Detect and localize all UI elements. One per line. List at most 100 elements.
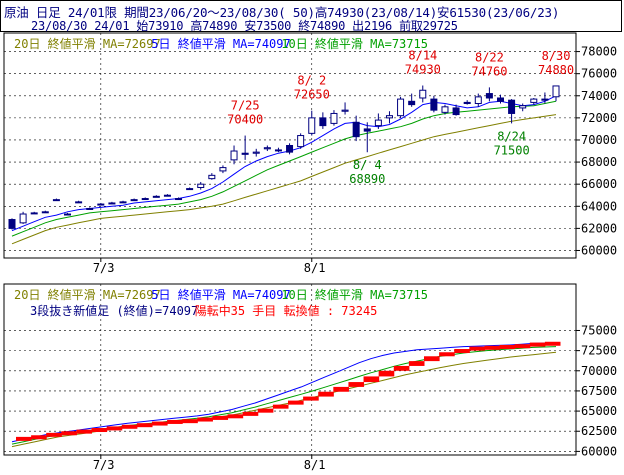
candle-body (474, 96, 482, 105)
header-panel: 原油 日足 24/01限 期間23/06/20～23/08/30( 50)高74… (0, 0, 622, 33)
candle-body (64, 213, 72, 216)
break-info-item: 陽転中 (195, 303, 231, 318)
candle-body (419, 89, 427, 99)
break-brick (393, 365, 410, 371)
candle-body (519, 105, 527, 109)
header-line-1: 原油 日足 24/01限 期間23/06/20～23/08/30( 50)高74… (4, 5, 560, 20)
candle-annotation: 8/ 2 (297, 74, 326, 88)
candle-body (41, 211, 49, 214)
candle-body (86, 207, 94, 210)
candle-ytick-label: 78000 (581, 45, 617, 59)
candle-body (341, 109, 349, 112)
break-xtick-label: 8/1 (304, 458, 326, 472)
candle-body (19, 213, 27, 224)
candle-ytick-label: 76000 (581, 67, 617, 81)
candle-annotation: 8/ 4 (353, 158, 382, 172)
candle-ytick-label: 60000 (581, 243, 617, 257)
break-plot-area (3, 283, 577, 456)
break-legend-item: 5日 終値平滑 MA=74097 (151, 287, 290, 302)
break-ytick-label: 67500 (581, 384, 617, 398)
candle-body (408, 100, 416, 106)
candle-annotation: 68890 (349, 172, 385, 186)
candle-body (374, 119, 382, 127)
candle-annotation: 72650 (294, 88, 330, 102)
break-brick (16, 436, 32, 441)
break-ytick-label: 72500 (581, 344, 617, 358)
candle-ytick-label: 66000 (581, 177, 617, 191)
candle-annotation: 74930 (405, 62, 441, 76)
break-brick (91, 428, 108, 433)
header-line-2: 23/08/30 24/01 始73910 高74890 安73500 終748… (31, 19, 458, 33)
candle-ma5-line (11, 95, 557, 232)
candle-body (330, 112, 338, 124)
break-ma5-line (11, 342, 557, 443)
break-ytick-label: 60000 (581, 444, 617, 458)
candle-body (319, 117, 327, 127)
candle-body (30, 212, 38, 215)
candle-body (175, 198, 183, 201)
candle-body (263, 147, 271, 150)
break-brick (348, 382, 365, 387)
candle-legend-item: 10日 終値平滑 MA=73715 (281, 36, 428, 51)
candle-body (152, 195, 160, 198)
candle-body (252, 151, 260, 154)
candle-body (230, 150, 238, 161)
break-brick (469, 346, 485, 351)
candle-body (97, 203, 105, 206)
candle-body (508, 99, 516, 114)
break-brick (272, 404, 289, 409)
candle-annotation: 70400 (227, 113, 263, 127)
break-brick (106, 426, 123, 431)
candle-body (552, 85, 560, 98)
candle-ytick-label: 70000 (581, 133, 617, 147)
break-brick (167, 419, 183, 424)
candle-body (441, 106, 449, 113)
candle-legend-item: 5日 終値平滑 MA=74097 (151, 36, 290, 51)
break-brick (499, 344, 516, 349)
break-brick (46, 432, 62, 437)
candle-body (430, 98, 438, 111)
candle-body (219, 167, 227, 172)
break-brick (363, 376, 380, 383)
candle-xtick-label: 7/3 (93, 261, 115, 275)
break-brick (439, 352, 455, 357)
candle-annotation: 8/22 (475, 50, 504, 64)
break-brick (76, 429, 93, 434)
break-info-item: 35 手目 (231, 304, 277, 318)
break-brick (424, 356, 440, 362)
break-brick (333, 386, 349, 392)
candle-body (130, 199, 138, 202)
candle-annotation: 8/30 (542, 49, 571, 63)
break-brick (544, 341, 561, 346)
candle-body (530, 98, 538, 103)
candle-ytick-label: 74000 (581, 89, 617, 103)
candle-body (496, 97, 504, 102)
candle-ytick-label: 72000 (581, 111, 617, 125)
candle-ma20-line (11, 114, 557, 245)
candle-body (385, 115, 393, 119)
break-ytick-label: 62500 (581, 424, 617, 438)
break-info-item: 3段抜き新値足 (終値)=74097 (30, 303, 198, 318)
break-brick (529, 342, 546, 347)
candle-xtick-label: 8/1 (304, 261, 326, 275)
candle-body (52, 199, 60, 202)
break-brick (408, 361, 425, 366)
candle-body (119, 201, 127, 204)
candle-ma10-line (11, 100, 557, 237)
candle-legend-item: 20日 終値平滑 MA=72697 (14, 36, 161, 51)
break-brick (121, 424, 138, 429)
candle-annotation: 74760 (471, 64, 507, 78)
candle-annotation: 7/25 (231, 99, 260, 113)
candle-body (75, 201, 83, 204)
break-brick (212, 415, 229, 420)
candle-body (541, 98, 549, 101)
candle-annotation: 8/24 (497, 129, 526, 143)
break-brick (514, 344, 531, 349)
candle-body (108, 202, 116, 205)
break-brick (197, 417, 213, 422)
candle-ytick-label: 62000 (581, 221, 617, 235)
candle-annotation: 8/14 (408, 48, 437, 62)
break-brick (31, 435, 47, 440)
candle-body (297, 135, 305, 148)
